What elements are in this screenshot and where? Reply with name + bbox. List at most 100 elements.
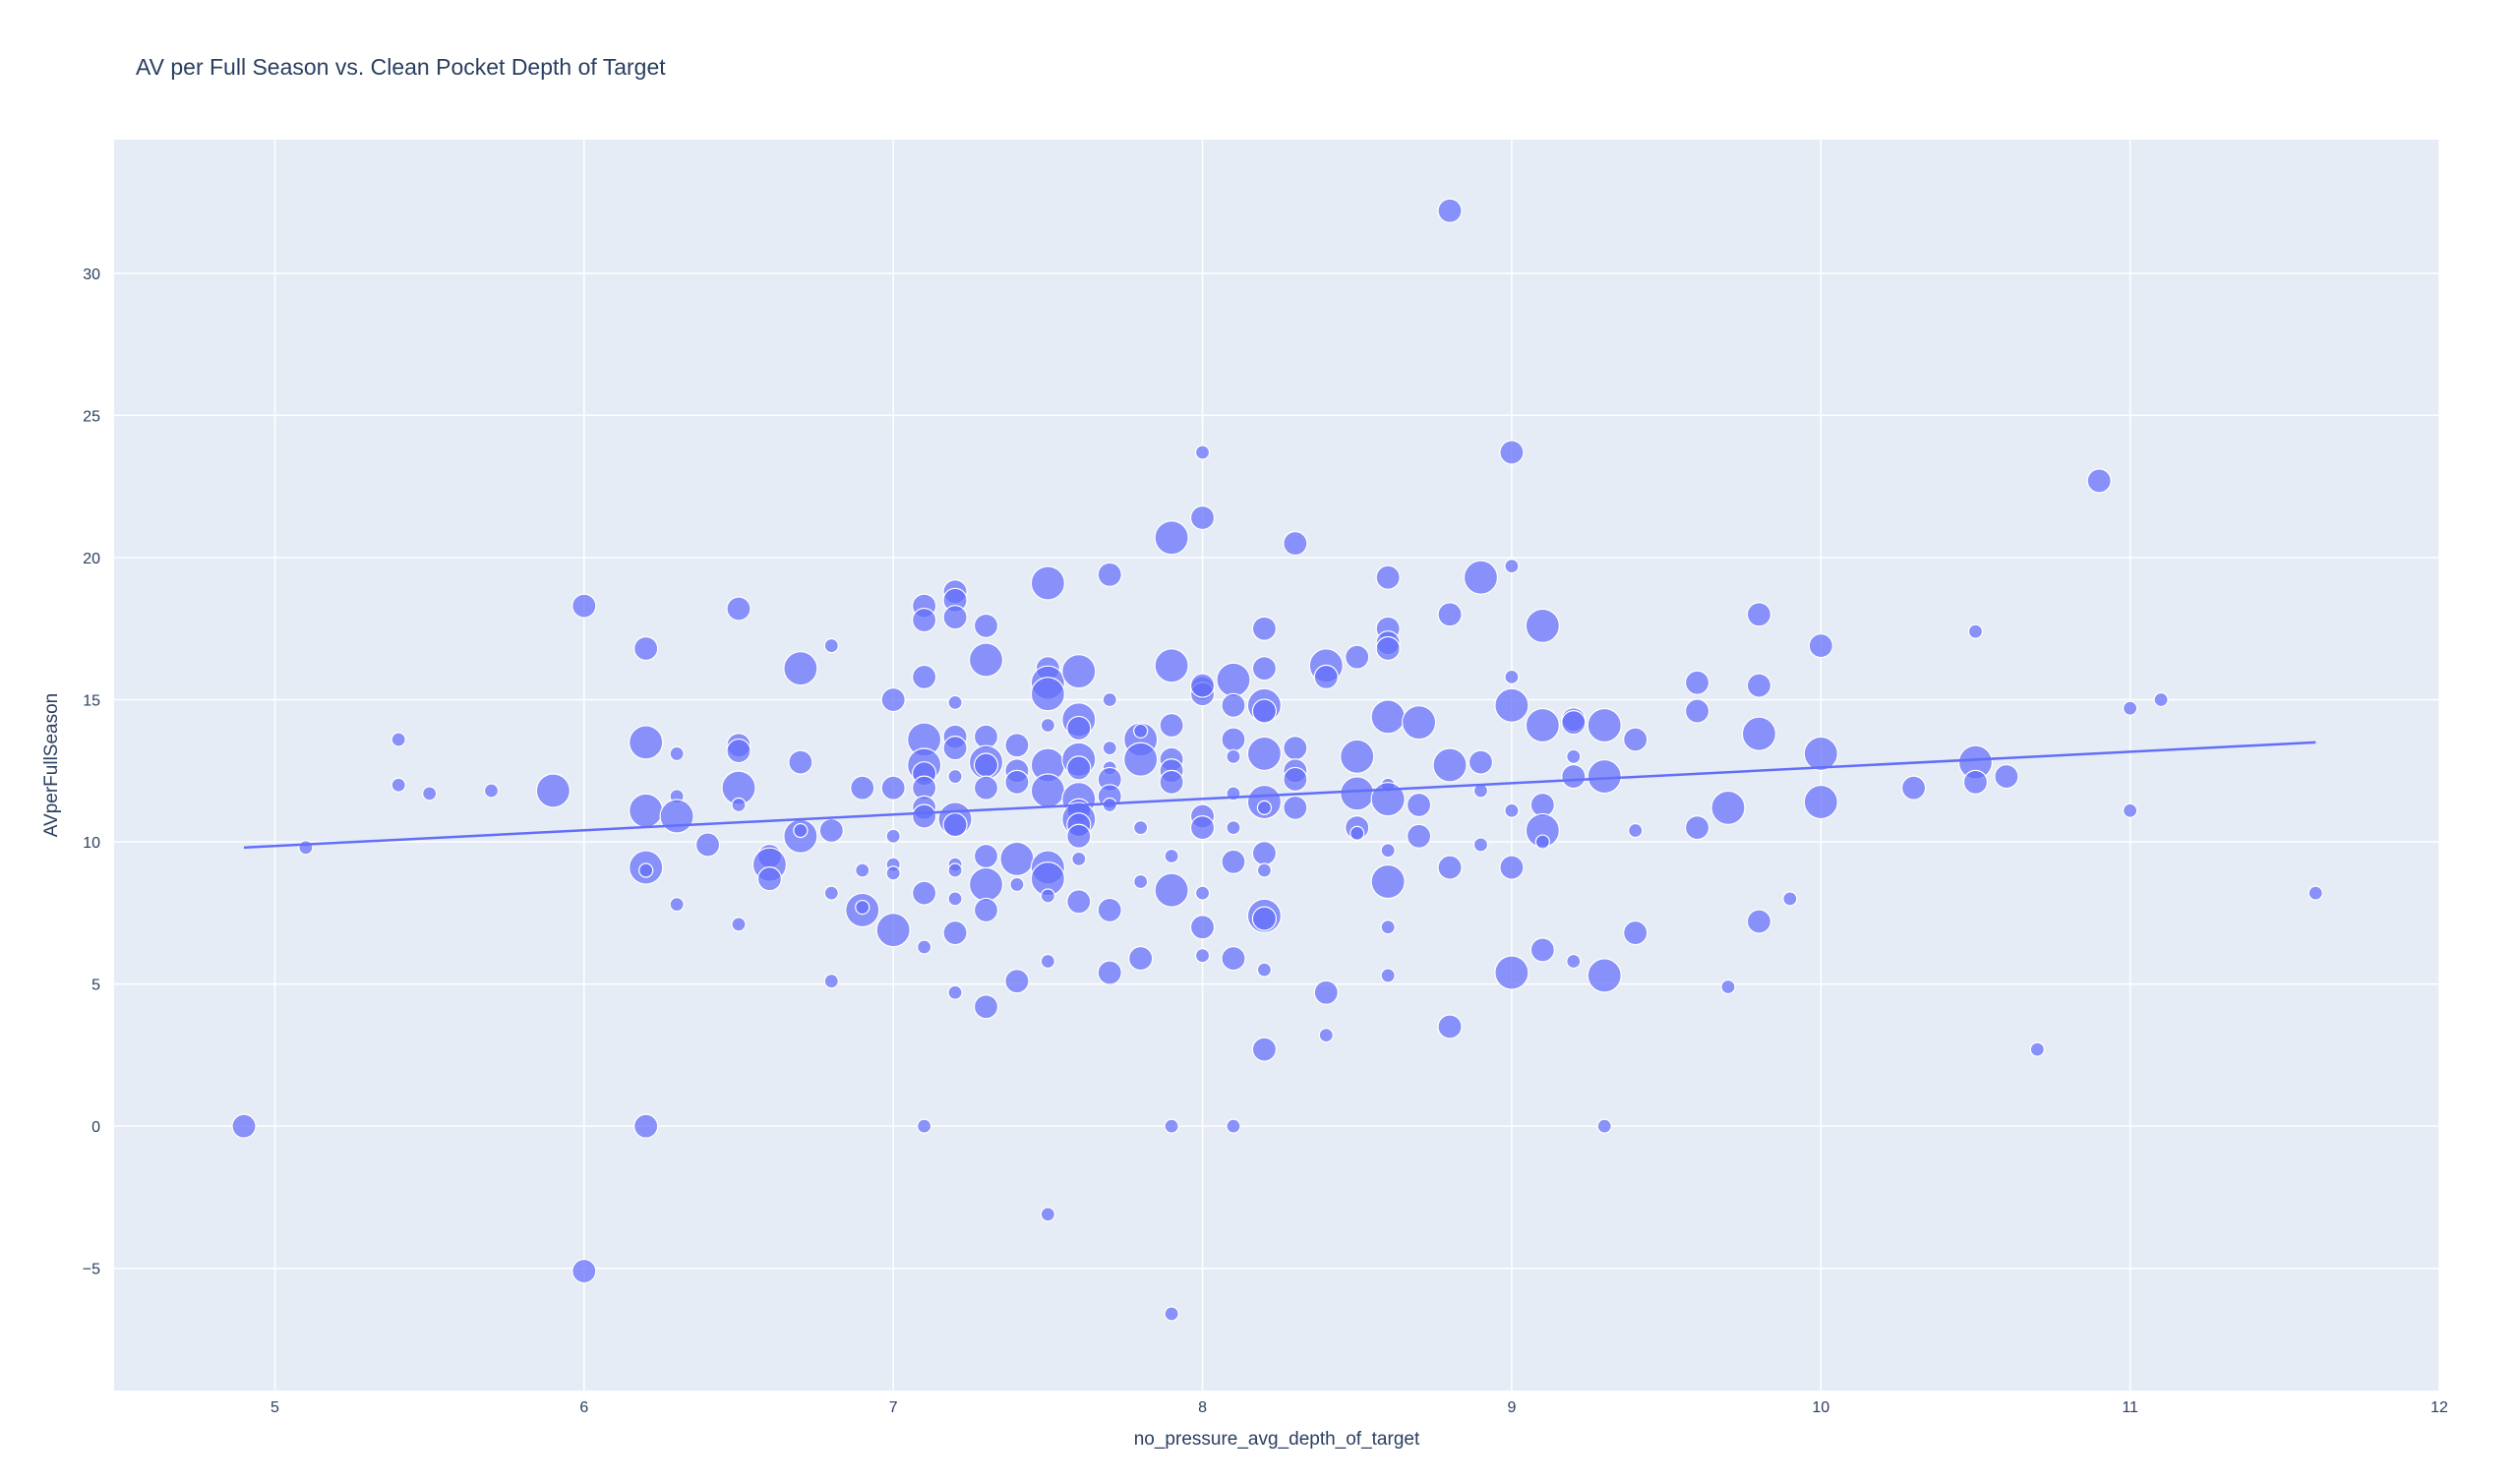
data-point xyxy=(1194,445,1211,460)
data-point xyxy=(1684,670,1710,695)
data-point xyxy=(885,865,901,881)
data-points xyxy=(231,198,2323,1322)
data-point xyxy=(1194,948,1211,964)
data-point xyxy=(1407,823,1432,849)
data-point xyxy=(973,843,999,869)
data-point xyxy=(1004,733,1030,758)
data-point xyxy=(1370,782,1406,817)
data-point xyxy=(1499,440,1525,465)
chart-title: AV per Full Season vs. Clean Pocket Dept… xyxy=(136,54,666,80)
data-point xyxy=(1283,736,1308,761)
data-point xyxy=(1494,687,1529,723)
data-point xyxy=(1746,909,1772,934)
data-point xyxy=(823,974,839,989)
data-point xyxy=(1251,656,1278,682)
data-point xyxy=(1004,969,1030,994)
data-point xyxy=(973,613,999,638)
data-point xyxy=(1040,717,1055,734)
data-point xyxy=(1370,863,1406,900)
data-point xyxy=(1221,692,1246,718)
data-point xyxy=(1529,937,1555,963)
data-point xyxy=(1587,758,1622,795)
data-point xyxy=(1251,616,1278,641)
data-point xyxy=(973,752,999,778)
data-point xyxy=(1123,742,1159,777)
data-point xyxy=(2308,885,2323,901)
y-tick-label: 25 xyxy=(83,408,100,425)
data-point xyxy=(1370,699,1406,735)
data-point xyxy=(1962,769,1989,795)
data-point xyxy=(1529,792,1555,818)
data-point xyxy=(1066,889,1092,915)
data-point xyxy=(999,841,1035,877)
data-point xyxy=(1164,1118,1179,1134)
data-point xyxy=(1623,727,1649,752)
data-point xyxy=(1432,747,1468,783)
data-point xyxy=(1251,698,1278,724)
data-point xyxy=(818,817,844,844)
data-point xyxy=(1566,748,1582,764)
x-tick-label: 6 xyxy=(579,1399,588,1416)
data-point xyxy=(1720,979,1736,995)
data-point xyxy=(912,607,937,633)
data-point xyxy=(1468,749,1494,775)
data-point xyxy=(726,738,751,764)
data-point xyxy=(726,596,751,622)
data-point xyxy=(823,885,839,901)
data-point xyxy=(973,994,999,1020)
data-point xyxy=(1283,766,1308,793)
data-point xyxy=(629,725,664,760)
data-point xyxy=(1900,775,1927,801)
data-point xyxy=(1040,953,1055,970)
data-point xyxy=(535,773,570,808)
data-point xyxy=(917,939,932,955)
data-point xyxy=(823,637,839,654)
data-point xyxy=(756,866,783,892)
tick-labels: 5 6 7 8 9 10 11 12 −5 0 5 10 15 20 25 30 xyxy=(83,267,2448,1416)
x-tick-label: 10 xyxy=(1812,1399,1829,1416)
data-point xyxy=(1066,755,1092,781)
data-point xyxy=(1437,855,1463,880)
y-axis-label: AVperFullSeason xyxy=(41,693,62,837)
data-point xyxy=(1102,741,1117,756)
data-point xyxy=(1097,562,1122,587)
data-point xyxy=(1437,602,1463,627)
data-point xyxy=(1216,662,1251,697)
y-tick-label: 5 xyxy=(91,978,100,994)
data-point xyxy=(1684,814,1710,841)
data-point xyxy=(1472,837,1489,853)
data-point xyxy=(669,745,685,762)
data-point xyxy=(571,1258,597,1284)
data-point xyxy=(659,799,694,834)
data-point xyxy=(1154,648,1189,683)
data-point xyxy=(231,1113,257,1139)
data-point xyxy=(912,664,937,689)
data-point xyxy=(917,1118,932,1134)
data-point xyxy=(2153,691,2169,708)
data-point xyxy=(942,812,968,838)
data-point xyxy=(942,605,968,630)
data-point xyxy=(1561,763,1587,790)
data-point xyxy=(1194,885,1211,901)
data-point xyxy=(1133,873,1149,890)
data-point xyxy=(1164,848,1179,864)
y-tick-label: 10 xyxy=(83,835,100,852)
data-point xyxy=(1402,705,1437,741)
data-point xyxy=(390,732,406,747)
data-point xyxy=(629,793,664,828)
data-point xyxy=(947,984,963,1000)
data-point xyxy=(1189,505,1216,531)
data-point xyxy=(1154,520,1189,556)
data-point xyxy=(1097,897,1122,923)
data-point xyxy=(1004,769,1030,795)
data-point xyxy=(1349,825,1365,841)
data-point xyxy=(1189,915,1216,940)
data-point xyxy=(669,897,685,913)
data-point xyxy=(1437,1014,1463,1039)
data-point xyxy=(1189,814,1216,841)
data-point xyxy=(1596,1118,1612,1134)
data-point xyxy=(1340,739,1375,774)
data-point xyxy=(2086,468,2112,494)
data-point xyxy=(422,786,438,801)
data-point xyxy=(731,917,747,932)
